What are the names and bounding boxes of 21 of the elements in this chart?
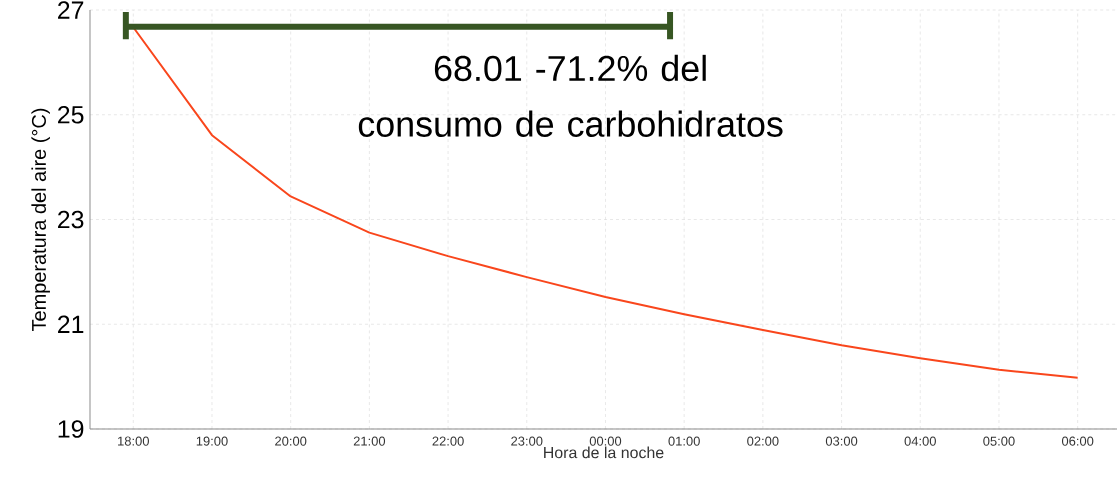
x-tick-label: 02:00: [747, 436, 779, 446]
x-tick-label: 23:00: [511, 436, 543, 446]
x-tick-label: 06:00: [1061, 436, 1094, 446]
x-tick-label: 22:00: [432, 436, 464, 446]
x-tick-label: 20:00: [275, 436, 307, 446]
x-axis-title: Hora de la noche: [544, 446, 664, 459]
y-tick-label: 23: [58, 210, 84, 229]
y-tick-label: 21: [58, 315, 84, 333]
x-tick-label: 18:00: [118, 436, 149, 446]
x-tick-label: 00:00: [589, 436, 622, 446]
x-tick-label: 05:00: [983, 436, 1015, 446]
x-tick-label: 21:00: [353, 436, 386, 446]
x-tick-label: 01:00: [668, 436, 700, 446]
y-tick-label: 19: [58, 420, 84, 438]
y-tick-label: 27: [58, 1, 84, 19]
y-axis-title: Temperatura del aire (°C): [31, 108, 50, 331]
x-tick-label: 19:00: [196, 436, 228, 446]
y-tick-label: 25: [58, 105, 84, 124]
x-tick-label: 03:00: [825, 436, 858, 446]
annotation: 68.01 -71.2% del consumo de carbohidratos: [358, 54, 783, 137]
x-tick-label: 04:00: [904, 436, 936, 446]
